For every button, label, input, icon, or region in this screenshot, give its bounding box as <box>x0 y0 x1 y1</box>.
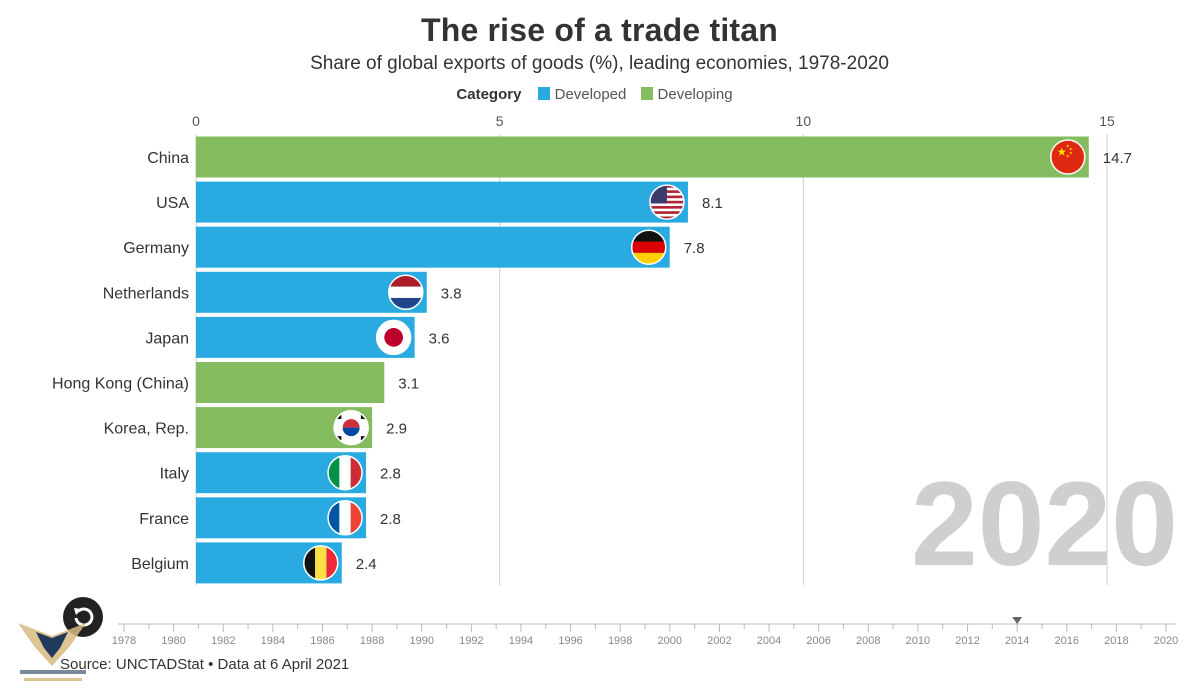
timeline-year-label: 2008 <box>856 635 880 647</box>
korea-flag-icon <box>333 409 369 446</box>
value-label: 2.9 <box>386 421 407 438</box>
legend-label-developed: Developed <box>554 86 627 103</box>
bar[interactable] <box>196 226 670 268</box>
x-tick-label: 0 <box>192 113 200 129</box>
usa-flag-icon <box>649 184 685 220</box>
timeline-year-label: 2004 <box>757 635 781 647</box>
timeline-year-label: 2002 <box>707 635 731 647</box>
category-label: Hong Kong (China) <box>52 376 189 393</box>
category-label: Netherlands <box>103 285 189 302</box>
x-tick-label: 10 <box>796 113 812 129</box>
source-note: Source: UNCTADStat • Data at 6 April 202… <box>60 656 350 673</box>
timeline-year-label: 2000 <box>658 635 682 647</box>
timeline-handle[interactable] <box>1012 617 1023 624</box>
timeline-year-label: 1978 <box>112 635 136 647</box>
timeline-year-label: 2016 <box>1055 635 1079 647</box>
category-label: China <box>147 150 189 167</box>
legend-swatch-developing <box>640 87 653 100</box>
timeline-year-label: 1986 <box>310 635 334 647</box>
japan-flag-icon <box>375 319 412 356</box>
france-flag-icon <box>327 500 363 536</box>
legend-item-developing[interactable]: Developing <box>640 86 733 103</box>
value-label: 3.1 <box>398 376 419 393</box>
value-label: 3.8 <box>441 285 462 302</box>
bar[interactable] <box>196 362 385 403</box>
x-tick-label: 15 <box>1099 113 1115 129</box>
bar[interactable] <box>196 181 688 223</box>
legend-label-developing: Developing <box>657 86 733 103</box>
china-flag-icon <box>1050 139 1086 175</box>
germany-flag-icon <box>630 229 667 265</box>
timeline-year-label: 2018 <box>1104 635 1128 647</box>
category-label: Germany <box>123 240 189 257</box>
timeline-year-label: 2012 <box>955 635 979 647</box>
belgium-flag-icon <box>303 545 339 581</box>
chart-title: The rise of a trade titan <box>420 12 779 48</box>
category-label: Korea, Rep. <box>104 421 189 438</box>
legend-title: Category <box>456 86 522 103</box>
category-label: Japan <box>145 330 189 347</box>
legend-swatch-developed <box>537 87 550 100</box>
value-label: 14.7 <box>1103 150 1132 167</box>
legend-item-developed[interactable]: Developed <box>537 86 627 103</box>
timeline-year-label: 1984 <box>261 635 285 647</box>
timeline-year-label: 1992 <box>459 635 483 647</box>
category-label: Belgium <box>131 556 189 573</box>
timeline-year-label: 1998 <box>608 635 632 647</box>
italy-flag-icon <box>327 454 363 491</box>
netherlands-flag-icon <box>388 274 424 311</box>
x-tick-label: 5 <box>496 113 504 129</box>
category-label: France <box>139 511 189 528</box>
value-label: 7.8 <box>684 240 705 257</box>
value-label: 8.1 <box>702 195 723 212</box>
category-label: USA <box>156 195 189 212</box>
value-label: 2.8 <box>380 511 401 528</box>
year-watermark: 2020 <box>911 457 1178 591</box>
chart-subtitle: Share of global exports of goods (%), le… <box>310 53 889 74</box>
value-label: 2.4 <box>356 556 377 573</box>
timeline-year-label: 1994 <box>509 635 533 647</box>
timeline-year-label: 1988 <box>360 635 384 647</box>
timeline-year-label: 2014 <box>1005 635 1029 647</box>
timeline-year-label: 2020 <box>1154 635 1178 647</box>
timeline-year-label: 2010 <box>906 635 930 647</box>
value-label: 2.8 <box>380 466 401 483</box>
timeline-year-label: 1982 <box>211 635 235 647</box>
forum-logo-icon <box>18 623 86 681</box>
category-label: Italy <box>160 466 189 483</box>
legend: Category Developed Developing <box>0 86 1199 103</box>
value-label: 3.6 <box>429 330 450 347</box>
timeline-year-label: 1996 <box>558 635 582 647</box>
timeline-year-label: 1980 <box>161 635 185 647</box>
bar[interactable] <box>196 136 1089 178</box>
replay-icon <box>74 607 94 627</box>
timeline-year-label: 1990 <box>409 635 433 647</box>
timeline-year-label: 2006 <box>806 635 830 647</box>
